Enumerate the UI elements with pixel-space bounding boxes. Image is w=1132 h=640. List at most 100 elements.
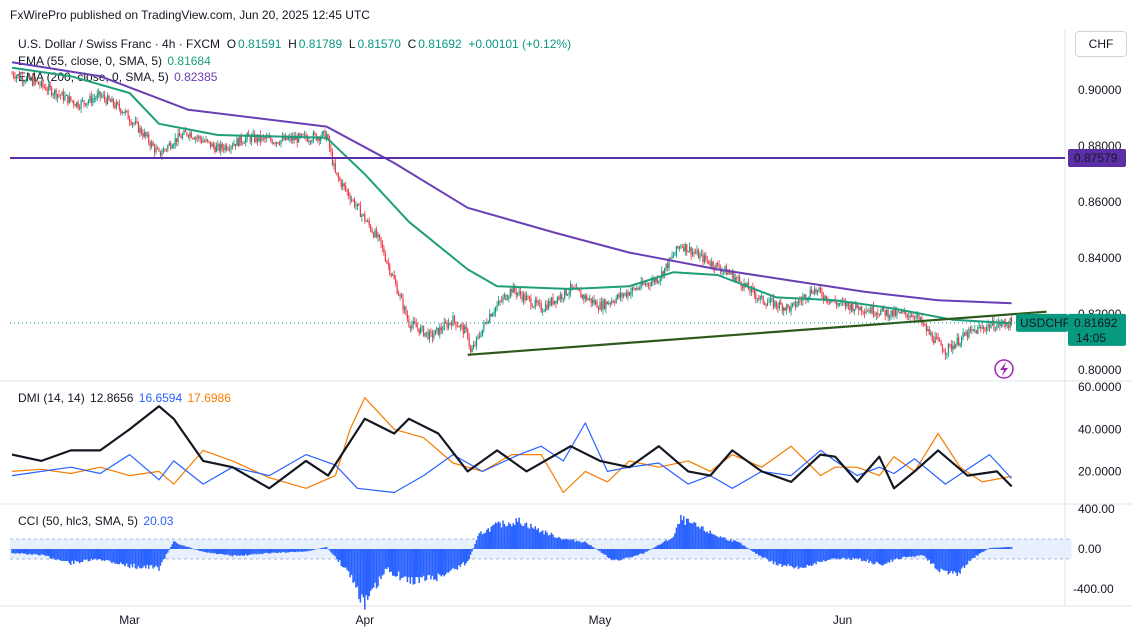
candle-body	[242, 142, 244, 144]
cci-bar	[528, 528, 531, 549]
cci-bar	[591, 546, 594, 549]
cci-bar	[262, 549, 265, 554]
cci-bar	[703, 530, 706, 549]
cci-bar	[486, 529, 488, 549]
cci-bar	[371, 549, 373, 589]
cci-bar	[105, 549, 107, 560]
cci-bar	[555, 537, 557, 549]
candle-body	[515, 291, 517, 295]
cci-bar	[344, 549, 347, 568]
cci-bar	[130, 549, 132, 565]
cci-bar	[187, 546, 190, 549]
candle-body	[639, 287, 641, 289]
cci-bar	[544, 530, 547, 549]
cci-bar	[624, 549, 626, 559]
cci-bar	[613, 549, 616, 561]
candle-body	[674, 253, 676, 256]
candle-body	[880, 310, 882, 316]
candle-body	[753, 289, 755, 295]
cci-bar	[368, 549, 370, 597]
candle-body	[567, 294, 569, 296]
candle-body	[59, 94, 62, 96]
cci-bar	[172, 541, 175, 549]
candle-body	[499, 300, 501, 302]
candle-body	[692, 251, 694, 256]
candle-body	[334, 163, 336, 173]
cci-bar	[740, 543, 742, 549]
candle-body	[96, 94, 98, 99]
cci-bar	[509, 524, 512, 549]
candle-body	[496, 304, 498, 308]
candle-body	[546, 304, 548, 310]
candle-body	[865, 310, 867, 314]
candle-body	[327, 134, 329, 138]
cci-bar	[556, 537, 559, 549]
cci-bar	[578, 541, 581, 549]
candle-body	[784, 307, 786, 311]
cci-bar	[283, 549, 285, 553]
candle-body	[640, 281, 642, 288]
candle-body	[637, 288, 639, 289]
cci-bar	[877, 549, 879, 563]
dmi-label: DMI (14, 14)	[18, 391, 85, 405]
cci-bar	[450, 549, 453, 570]
candle-body	[687, 251, 689, 253]
cci-bar	[92, 549, 94, 561]
cci-bar	[668, 539, 670, 549]
candle-body	[912, 315, 914, 317]
cci-bar	[891, 549, 894, 562]
cci-bar	[115, 549, 118, 564]
dmi-adx-value: 12.8656	[90, 391, 134, 405]
cci-bar	[865, 549, 867, 562]
candle-body	[625, 292, 628, 297]
cci-bar	[280, 549, 282, 553]
cci-bar	[897, 549, 900, 560]
candle-body	[736, 277, 738, 279]
candle-body	[542, 311, 544, 313]
candle-body	[766, 303, 769, 306]
candle-body	[67, 94, 69, 104]
cci-bar	[974, 549, 976, 558]
candle-body	[683, 247, 685, 251]
cci-bar	[308, 549, 310, 551]
candle-body	[224, 145, 226, 150]
candle-body	[436, 327, 438, 330]
cci-bar	[322, 547, 325, 549]
candle-body	[711, 261, 713, 266]
cci-bar	[414, 549, 416, 584]
cci-bar	[605, 549, 607, 555]
cci-bar	[203, 549, 206, 553]
cci-bar	[903, 549, 906, 557]
candle-body	[101, 96, 103, 97]
cci-bar	[483, 533, 485, 549]
candle-body	[721, 270, 723, 272]
cci-bar	[355, 549, 357, 588]
cci-bar	[264, 549, 266, 554]
candle-body	[30, 78, 32, 80]
cci-bar	[715, 535, 717, 549]
candle-body	[470, 345, 472, 353]
cci-bar	[402, 549, 404, 578]
candle-body	[505, 294, 507, 300]
candle-body	[84, 103, 87, 106]
candle-body	[11, 73, 13, 75]
cci-bar	[170, 547, 172, 549]
cci-bar	[868, 549, 870, 564]
candle-body	[905, 311, 907, 315]
candle-body	[827, 301, 829, 302]
cci-bar	[718, 537, 720, 549]
candle-body	[858, 307, 860, 311]
cci-bar	[455, 549, 457, 569]
cci-bar	[294, 549, 297, 553]
cci-bar	[887, 549, 889, 563]
cci-bar	[705, 532, 707, 549]
cci-bar	[653, 547, 656, 549]
candle-body	[127, 110, 129, 120]
cci-bar	[938, 549, 941, 573]
cci-bar	[15, 549, 18, 554]
currency-button[interactable]: CHF	[1075, 31, 1127, 57]
candle-body	[240, 135, 242, 143]
cci-bar	[590, 545, 592, 549]
cci-bar	[821, 549, 823, 563]
